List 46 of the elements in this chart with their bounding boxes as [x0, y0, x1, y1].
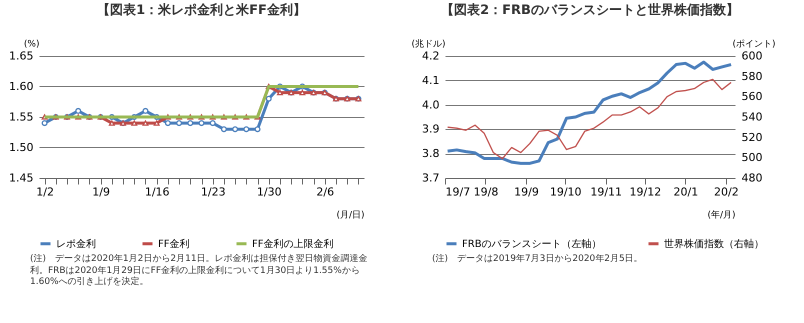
x-tick-label: 19/9 — [514, 186, 539, 198]
legend-label: FF金利の上限金利 — [252, 238, 334, 250]
legend-label: 世界株価指数（右軸） — [664, 238, 764, 250]
text: (注) データは2020年1月2日から2月11日。レポ金利は担保付き翌日物資金調達金利。FRBは2020年1月29日にFF金利の上限金利について1月30日より1.55%から1.60%への引き上げを決定。 — [30, 254, 369, 290]
y-tick-label: 4.2 — [422, 50, 440, 62]
x-axis-title: (年/月) — [707, 210, 736, 220]
y-tick-label: 3.7 — [422, 172, 440, 184]
y2-tick-label: 600 — [742, 50, 762, 62]
y2-tick-label: 480 — [742, 172, 762, 184]
y2-tick-label: 540 — [742, 110, 762, 124]
y2-axis-title: (ポイント) — [732, 40, 776, 50]
x-tick-label: 1/23 — [200, 186, 226, 198]
legend-label: FRBのバランスシート（左軸） — [462, 238, 602, 250]
x-tick-label: 2/6 — [316, 186, 334, 198]
y-axis-title: (兆ドル) — [411, 38, 446, 50]
y-tick-label: 1.60 — [9, 80, 34, 93]
x-tick-label: 19/12 — [630, 186, 662, 198]
y2-tick-label: 580 — [742, 70, 762, 83]
x-tick-label: 1/2 — [36, 186, 54, 198]
x-tick-label: 19/7 — [446, 186, 470, 198]
x-tick-label: 20/2 — [714, 186, 739, 198]
legend-label: FF金利 — [158, 238, 190, 250]
y2-tick-label: 500 — [742, 151, 762, 164]
chart-title: 【図表2：FRBのバランスシートと世界株価指数】 — [441, 2, 739, 18]
x-axis-title: (月/日) — [336, 210, 364, 220]
y-tick-label: 4.1 — [422, 74, 440, 87]
y-tick-label: 1.65 — [9, 50, 34, 62]
y-tick-label: 1.50 — [9, 141, 34, 154]
y-tick-label: 4.0 — [422, 98, 440, 112]
y-tick-label: 1.55 — [9, 110, 34, 124]
x-tick-label: 1/16 — [144, 186, 170, 198]
legend-label: レポ金利 — [56, 238, 96, 250]
x-tick-label: 1/30 — [256, 186, 282, 198]
y-tick-label: 3.9 — [422, 122, 440, 136]
y-tick-label: 3.8 — [422, 147, 440, 160]
x-tick-label: 1/9 — [92, 186, 110, 198]
chart-title: 【図表1：米レポ金利と米FF金利】 — [97, 2, 306, 18]
y2-tick-label: 560 — [742, 90, 762, 104]
y-axis-title: (%) — [24, 40, 40, 50]
y-tick-label: 1.45 — [9, 172, 34, 184]
x-tick-label: 19/10 — [550, 186, 582, 198]
x-tick-label: 20/1 — [674, 186, 698, 198]
x-tick-label: 19/8 — [474, 186, 498, 198]
x-tick-label: 19/11 — [590, 186, 622, 198]
y2-tick-label: 520 — [742, 130, 762, 144]
text: (注) データは2019年7月3日から2020年2月5日。 — [432, 254, 644, 266]
